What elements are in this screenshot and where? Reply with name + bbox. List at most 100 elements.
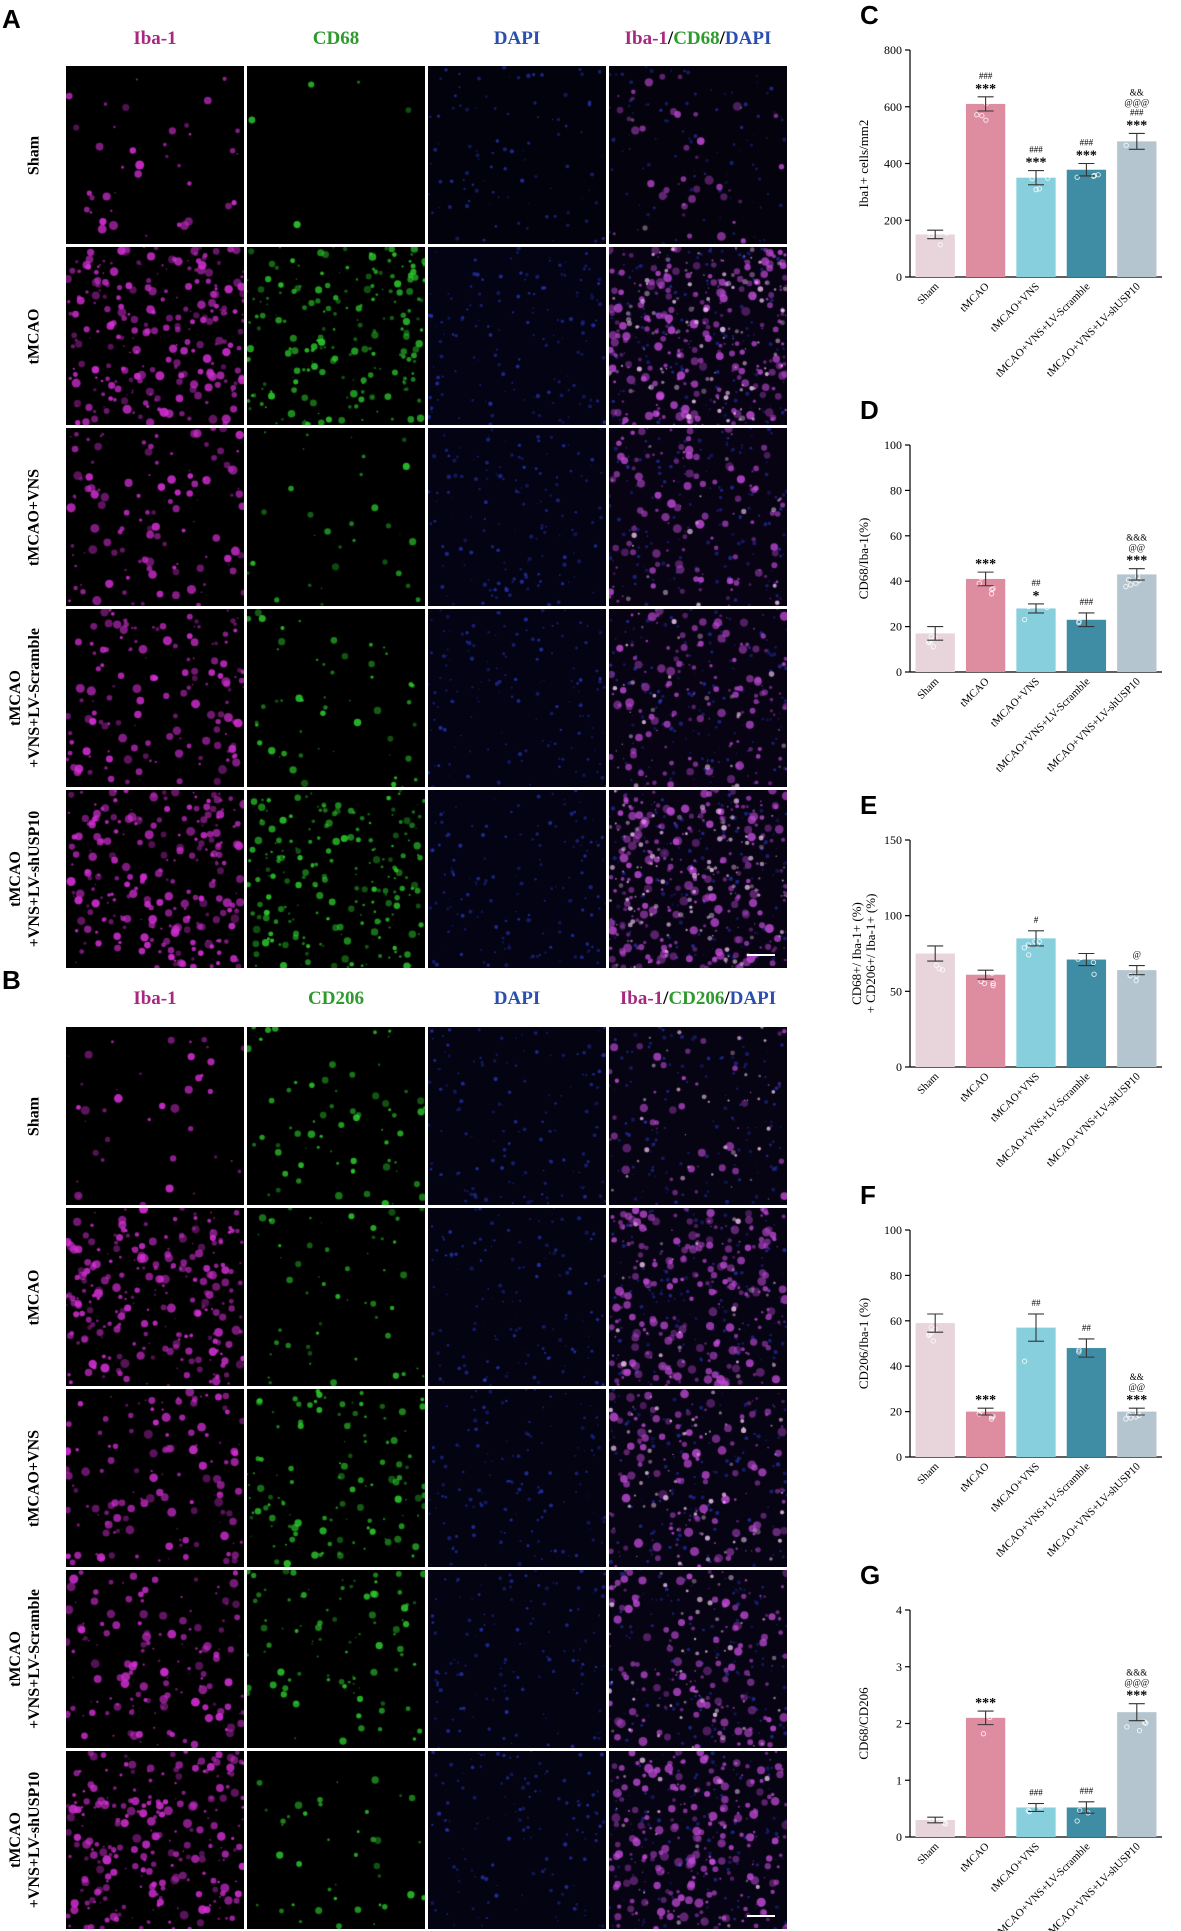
- data-point: [1090, 959, 1097, 966]
- data-point: [1088, 1794, 1095, 1800]
- data-point: [1074, 1818, 1080, 1824]
- x-tick-label: Sham: [915, 280, 942, 307]
- data-point: [937, 242, 943, 248]
- micrograph-canvas: [247, 1751, 425, 1929]
- a-micrograph-r1-c1: [66, 66, 244, 244]
- bar-3: [1016, 1327, 1056, 1457]
- y-axis-label: CD206/Iba-1 (%): [856, 1298, 871, 1389]
- data-point: [943, 230, 950, 236]
- data-point: [1125, 962, 1131, 968]
- data-point: [980, 1731, 987, 1737]
- micrograph-canvas: [428, 247, 606, 425]
- a-micrograph-r5-c2: [247, 790, 425, 968]
- data-point: [1127, 1697, 1133, 1703]
- data-point: [1123, 584, 1129, 590]
- a-micrograph-r3-c3: [428, 428, 606, 606]
- data-point: [1029, 596, 1035, 602]
- a-micrograph-r1-c4: [609, 66, 787, 244]
- panel-letter-c: C: [860, 0, 879, 30]
- b-micrograph-r5-c1: [66, 1751, 244, 1929]
- data-point: [1039, 168, 1045, 174]
- x-tick-label: tMCAO+VNS: [988, 1071, 1042, 1125]
- x-tick-label: tMCAO+VNS+LV-shUSP10: [1044, 1840, 1143, 1931]
- data-point: [1123, 142, 1129, 148]
- data-point: [983, 117, 989, 123]
- significance-mark: *: [1033, 589, 1040, 604]
- micrograph-canvas: [609, 1208, 787, 1386]
- data-point: [1095, 172, 1101, 178]
- significance-mark: ##: [1082, 1323, 1092, 1333]
- bar-5: [1117, 141, 1157, 277]
- x-tick-label: Sham: [915, 1070, 942, 1097]
- b-row-label-2: tMCAO: [25, 1269, 43, 1325]
- micrograph-canvas: [66, 1027, 244, 1205]
- data-point: [1029, 175, 1035, 181]
- data-point: [936, 965, 942, 972]
- micrograph-canvas: [428, 790, 606, 968]
- b-micrograph-r1-c2: [247, 1027, 425, 1205]
- data-point: [1128, 582, 1134, 588]
- a-micrograph-r2-c2: [247, 247, 425, 425]
- bar-2: [965, 578, 1006, 672]
- a-micrograph-r5-c4: [609, 790, 787, 968]
- data-point: [1021, 945, 1027, 951]
- y-tick-label: 50: [890, 984, 902, 998]
- x-tick-label: tMCAO: [958, 281, 992, 315]
- bar-chart-g: G 0 1 2 3 4 CD68/CD206 Sham *** tMCAO ### tMCAO+VNS…: [856, 1560, 1162, 1931]
- data-point: [1089, 608, 1096, 614]
- y-tick-label: 2: [896, 1717, 902, 1731]
- y-tick-label: 60: [890, 529, 902, 543]
- data-point: [1076, 618, 1082, 624]
- y-axis-label: Iba1+ cells/mm2: [856, 120, 871, 208]
- data-point: [1077, 151, 1083, 158]
- data-point: [1075, 956, 1081, 962]
- data-point: [1032, 162, 1039, 168]
- a-micrograph-r5-c3: [428, 790, 606, 968]
- data-point: [1041, 1797, 1047, 1803]
- data-point: [1025, 604, 1032, 610]
- data-point: [1123, 1416, 1129, 1422]
- micrograph-canvas: [609, 790, 787, 968]
- data-point: [926, 1332, 932, 1338]
- bar-1: [915, 1323, 955, 1457]
- data-point: [936, 944, 942, 950]
- micrograph-canvas: [609, 66, 787, 244]
- x-tick-label: tMCAO+VNS+LV-Scramble: [993, 676, 1092, 775]
- y-axis-label: + CD206+/ Iba-1+ (%): [863, 894, 878, 1014]
- data-point: [1124, 1724, 1130, 1730]
- data-point: [1021, 1358, 1028, 1364]
- significance-mark: ***: [1076, 149, 1097, 164]
- chart-f: F 0 20 40 60 80 100 CD206/Iba-1 (%) Sham *** tMCAO…: [800, 1180, 1181, 1560]
- bar-4: [1066, 619, 1107, 672]
- x-tick-label: Sham: [915, 675, 942, 702]
- data-point: [930, 1338, 936, 1344]
- data-point: [1036, 186, 1042, 192]
- bar-5: [1117, 574, 1157, 672]
- micrograph-canvas: [66, 609, 244, 787]
- x-tick-label: tMCAO+VNS: [988, 1841, 1042, 1895]
- x-tick-label: tMCAO+VNS+LV-shUSP10: [1044, 1460, 1143, 1559]
- data-point: [1133, 122, 1139, 129]
- significance-mark: &&&: [1126, 533, 1147, 543]
- significance-mark: ##: [1032, 1298, 1042, 1308]
- significance-mark: ###: [1029, 1788, 1043, 1798]
- data-point: [1079, 1339, 1085, 1345]
- bar-2: [965, 974, 1006, 1067]
- data-point: [1133, 580, 1139, 586]
- significance-mark: ***: [975, 82, 996, 97]
- micrograph-canvas: [609, 1570, 787, 1748]
- data-point: [1078, 946, 1084, 952]
- data-point: [1037, 1804, 1044, 1810]
- micrograph-canvas: [66, 1208, 244, 1386]
- data-point: [1044, 175, 1051, 181]
- data-point: [1093, 1798, 1099, 1804]
- data-point: [994, 89, 1000, 95]
- x-tick-label: tMCAO+VNS+LV-Scramble: [993, 281, 1092, 380]
- micrograph-canvas: [247, 1027, 425, 1205]
- b-micrograph-r2-c1: [66, 1208, 244, 1386]
- data-point: [1076, 1347, 1082, 1353]
- data-point: [942, 1821, 949, 1827]
- data-point: [1077, 606, 1084, 612]
- y-tick-label: 200: [884, 213, 902, 227]
- bar-2: [965, 1411, 1006, 1457]
